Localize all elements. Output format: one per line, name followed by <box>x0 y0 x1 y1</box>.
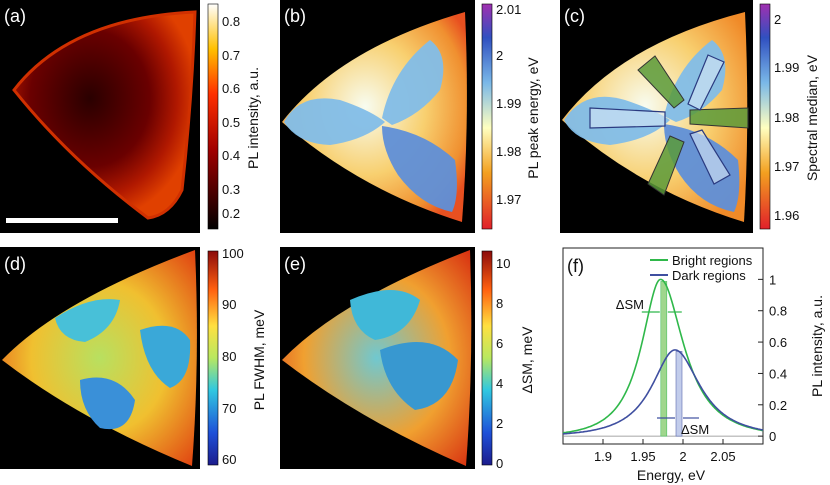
panel-c-tick-4: 1.96 <box>774 208 799 223</box>
dark-region-marker-left <box>589 107 666 129</box>
panel-b-tick-4: 1.97 <box>496 192 521 207</box>
panel-d-cyan-patch-right <box>140 325 191 388</box>
panel-c-tick-1: 1.99 <box>774 60 799 75</box>
panel-b-blue-arm-left <box>284 98 385 145</box>
panel-e-colorbar-label: ΔSM, meV <box>519 326 535 394</box>
panel-b-colorbar-label: PL peak energy, eV <box>525 57 541 179</box>
panel-b-blue-arm-top <box>382 40 444 125</box>
panel-a-tick-3: 0.5 <box>222 115 240 130</box>
panel-d: (d) 100 90 80 70 60 PL FWHM, meV <box>0 246 267 469</box>
panel-b-tick-2: 1.99 <box>496 96 521 111</box>
panel-e: (e) 10 8 6 4 2 0 ΔSM, meV <box>280 247 535 471</box>
panel-d-label: (d) <box>4 254 26 274</box>
legend: Bright regions Dark regions <box>650 253 753 283</box>
panel-b-tick-3: 1.98 <box>496 144 521 159</box>
panel-d-tick-4: 60 <box>222 452 236 467</box>
series-line-bright <box>562 278 764 434</box>
panel-d-flake <box>2 250 197 466</box>
bright-region-marker-top <box>637 55 685 109</box>
x-tick-label-3: 2.05 <box>710 449 735 464</box>
plot-marks: 1.9 1.95 2 2.05 0 0.2 0.4 0.6 0.8 1 ΔSM ΔSM <box>562 272 787 464</box>
y-tick-label-3: 0.6 <box>769 335 787 350</box>
panel-a-label: (a) <box>4 6 26 26</box>
panel-b-tick-0: 2.01 <box>496 2 521 17</box>
y-tick-label-5: 1 <box>769 272 776 287</box>
panel-a-tick-1: 0.7 <box>222 48 240 63</box>
panel-e-tick-5: 0 <box>496 456 503 471</box>
panel-d-cyan-patch-bottom <box>80 377 135 430</box>
panel-b-label: (b) <box>284 6 306 26</box>
legend-label-dark: Dark regions <box>672 268 746 283</box>
panel-e-tick-4: 2 <box>496 416 503 431</box>
panel-e-tick-3: 4 <box>496 376 503 391</box>
panel-a-tick-5: 0.3 <box>222 182 240 197</box>
panel-b-tick-1: 2 <box>496 48 503 63</box>
panel-f-label: (f) <box>567 256 584 276</box>
panel-a: (a) 0.8 0.7 0.6 0.5 0.4 0.3 0.2 PL inten… <box>0 0 261 233</box>
panel-e-label: (e) <box>284 254 306 274</box>
scale-bar <box>6 218 118 223</box>
delta-sm-label-dark: ΔSM <box>681 422 709 437</box>
panel-a-tick-6: 0.2 <box>222 206 240 221</box>
dark-region-marker-bottom <box>689 129 731 185</box>
panel-e-flake <box>282 250 472 466</box>
panel-b-blue-arm-bottom <box>382 126 457 212</box>
panel-c-colorbar <box>759 3 771 230</box>
dark-region-marker-top <box>687 54 725 111</box>
bright-region-marker-bottom <box>647 135 685 196</box>
panel-b: (b) 2.01 2 1.99 1.98 1.97 PL peak energy… <box>280 0 541 233</box>
panel-a-tick-4: 0.4 <box>222 148 240 163</box>
panel-d-cyan-patch-top <box>55 299 120 342</box>
panel-c-label: (c) <box>564 6 585 26</box>
x-axis-label: Energy, eV <box>637 467 706 483</box>
panel-a-tick-2: 0.6 <box>222 81 240 96</box>
panel-d-tick-3: 70 <box>222 401 236 416</box>
y-tick-label-0: 0 <box>769 429 776 444</box>
x-tick-label-2: 2 <box>679 449 686 464</box>
panel-a-tick-0: 0.8 <box>222 14 240 29</box>
panel-d-colorbar <box>207 250 219 466</box>
x-tick-label-0: 1.9 <box>594 449 612 464</box>
delta-sm-label-bright: ΔSM <box>616 297 644 312</box>
panel-a-flake <box>12 10 197 220</box>
panel-e-tick-0: 10 <box>496 256 510 271</box>
panel-c-colorbar-label: Spectral median, eV <box>804 54 820 181</box>
panel-e-cyan-patch-top <box>350 290 420 340</box>
panel-f: (f) 1.9 1.95 2 2.05 0 0.2 0.4 0.6 0.8 1 ΔSM ΔSM Bri… <box>562 247 825 483</box>
series-line-dark <box>562 349 764 435</box>
panel-c-tick-3: 1.97 <box>774 159 799 174</box>
panel-d-tick-0: 100 <box>222 246 244 261</box>
panel-c-tick-0: 2 <box>774 12 781 27</box>
y-tick-label-4: 0.8 <box>769 304 787 319</box>
panel-a-colorbar-label: PL intensity, a.u. <box>245 67 261 169</box>
legend-label-bright: Bright regions <box>672 253 753 268</box>
plot-frame <box>562 247 764 445</box>
panel-e-colorbar <box>481 250 493 466</box>
panel-c-tick-2: 1.98 <box>774 110 799 125</box>
panel-d-tick-2: 80 <box>222 349 236 364</box>
panel-b-colorbar <box>481 3 493 230</box>
panel-e-tick-2: 6 <box>496 336 503 351</box>
y-tick-label-1: 0.2 <box>769 398 787 413</box>
panel-d-tick-1: 90 <box>222 297 236 312</box>
panel-e-cyan-patch-center <box>380 342 458 410</box>
y-tick-label-2: 0.4 <box>769 366 787 381</box>
panel-d-colorbar-label: PL FWHM, meV <box>251 309 267 410</box>
panel-e-tick-1: 8 <box>496 296 503 311</box>
y-axis-label: PL intensity, a.u. <box>809 295 825 397</box>
bright-region-marker-right <box>689 107 749 129</box>
panel-a-colorbar <box>207 3 219 230</box>
panel-c: (c) 2 1.99 1.98 1.97 1.96 Spectral media… <box>560 0 820 233</box>
x-tick-label-1: 1.95 <box>630 449 655 464</box>
